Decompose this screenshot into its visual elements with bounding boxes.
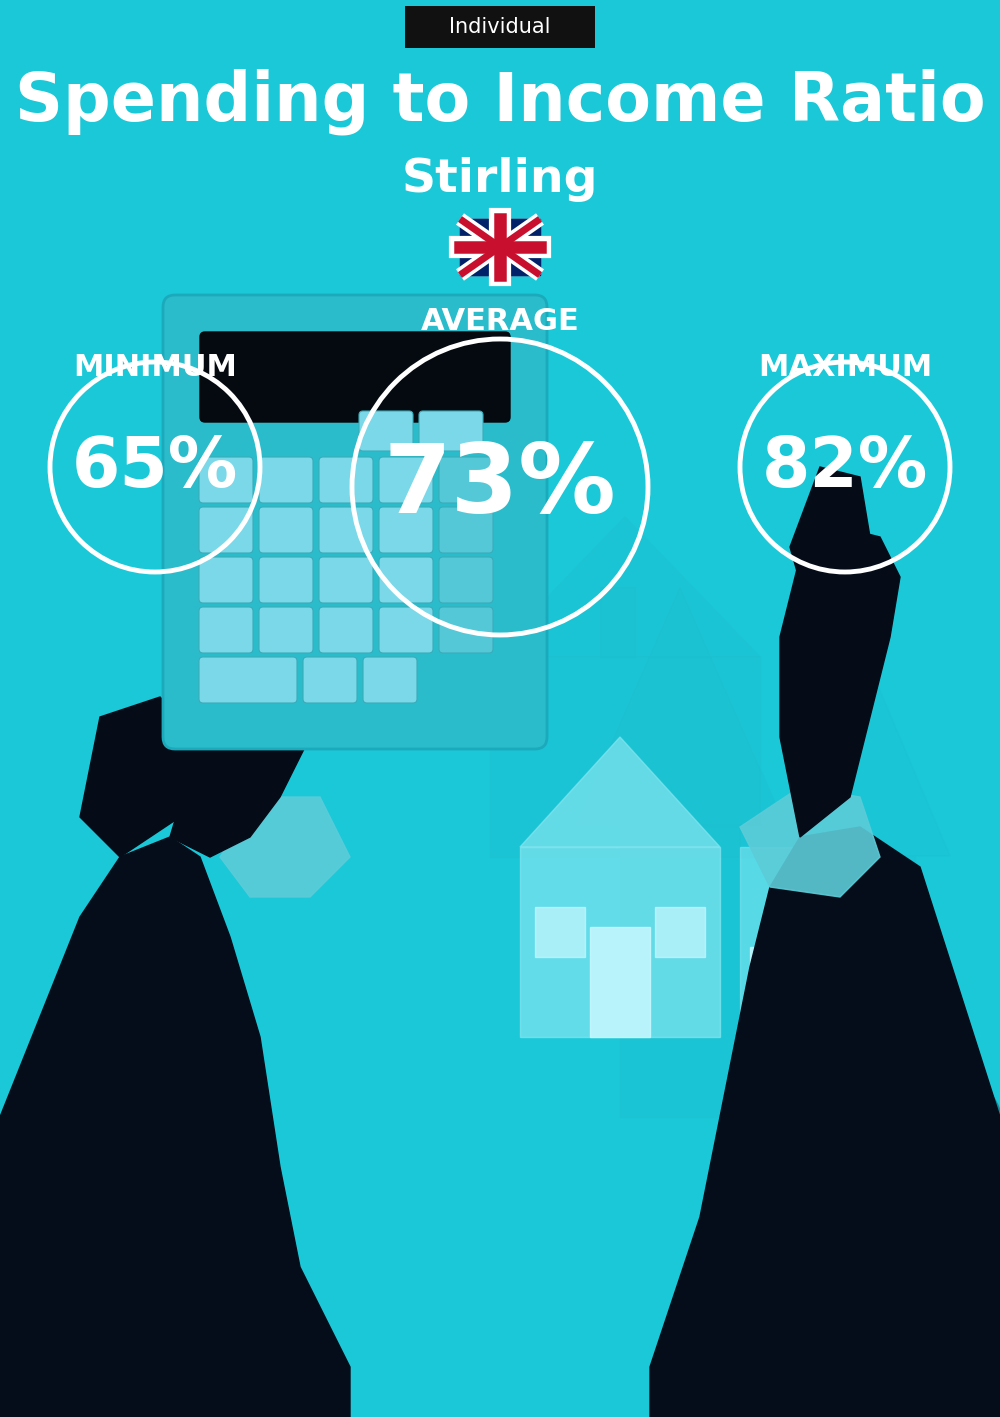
FancyBboxPatch shape bbox=[303, 657, 357, 703]
Text: Stirling: Stirling bbox=[402, 157, 598, 203]
Polygon shape bbox=[790, 667, 950, 856]
Text: $: $ bbox=[822, 1090, 848, 1124]
Text: 82%: 82% bbox=[762, 434, 928, 500]
Bar bbox=[795, 947, 830, 1037]
Text: 73%: 73% bbox=[384, 441, 616, 533]
FancyBboxPatch shape bbox=[199, 606, 253, 653]
Bar bbox=[655, 907, 705, 956]
FancyBboxPatch shape bbox=[379, 458, 433, 503]
FancyBboxPatch shape bbox=[379, 606, 433, 653]
FancyBboxPatch shape bbox=[319, 606, 373, 653]
Polygon shape bbox=[220, 796, 350, 897]
FancyBboxPatch shape bbox=[200, 332, 510, 422]
Polygon shape bbox=[575, 587, 785, 826]
Text: MAXIMUM: MAXIMUM bbox=[758, 353, 932, 381]
Polygon shape bbox=[790, 468, 870, 616]
FancyBboxPatch shape bbox=[379, 557, 433, 604]
Circle shape bbox=[855, 1061, 1000, 1212]
Bar bbox=[590, 927, 650, 1037]
Polygon shape bbox=[650, 828, 1000, 1417]
FancyBboxPatch shape bbox=[379, 507, 433, 553]
FancyBboxPatch shape bbox=[259, 458, 313, 503]
Bar bbox=[460, 220, 540, 275]
Bar bbox=[740, 847, 860, 1037]
Bar bbox=[776, 1041, 917, 1053]
Bar bbox=[460, 220, 540, 275]
Polygon shape bbox=[520, 737, 720, 847]
FancyBboxPatch shape bbox=[199, 458, 253, 503]
Bar bbox=[520, 847, 720, 1037]
Text: 65%: 65% bbox=[72, 434, 238, 500]
FancyBboxPatch shape bbox=[439, 507, 493, 553]
Bar bbox=[460, 220, 540, 275]
Bar bbox=[817, 1037, 853, 1057]
Bar bbox=[620, 826, 740, 1117]
FancyBboxPatch shape bbox=[439, 606, 493, 653]
Polygon shape bbox=[80, 697, 200, 857]
Bar bbox=[778, 1033, 916, 1044]
Polygon shape bbox=[0, 837, 350, 1417]
Bar bbox=[600, 587, 635, 657]
Bar bbox=[750, 947, 785, 1037]
FancyBboxPatch shape bbox=[199, 507, 253, 553]
Bar bbox=[535, 907, 585, 956]
FancyBboxPatch shape bbox=[419, 411, 483, 451]
Bar bbox=[772, 1057, 919, 1068]
FancyBboxPatch shape bbox=[163, 295, 547, 750]
Bar bbox=[490, 657, 760, 857]
FancyBboxPatch shape bbox=[363, 657, 417, 703]
FancyBboxPatch shape bbox=[439, 458, 493, 503]
FancyBboxPatch shape bbox=[199, 557, 253, 604]
Bar bbox=[774, 1049, 918, 1061]
FancyBboxPatch shape bbox=[319, 557, 373, 604]
FancyBboxPatch shape bbox=[319, 507, 373, 553]
Polygon shape bbox=[170, 537, 370, 857]
Polygon shape bbox=[490, 517, 760, 657]
FancyBboxPatch shape bbox=[405, 6, 595, 48]
FancyBboxPatch shape bbox=[319, 458, 373, 503]
FancyBboxPatch shape bbox=[199, 657, 297, 703]
Bar bbox=[825, 856, 915, 1087]
Bar bbox=[780, 1024, 915, 1037]
FancyBboxPatch shape bbox=[259, 606, 313, 653]
FancyBboxPatch shape bbox=[259, 557, 313, 604]
Text: $: $ bbox=[913, 1112, 947, 1161]
Circle shape bbox=[780, 1051, 890, 1162]
FancyBboxPatch shape bbox=[359, 411, 413, 451]
Polygon shape bbox=[740, 786, 880, 897]
Bar bbox=[770, 1066, 920, 1077]
FancyBboxPatch shape bbox=[439, 557, 493, 604]
Text: Spending to Income Ratio: Spending to Income Ratio bbox=[15, 69, 985, 135]
Text: MINIMUM: MINIMUM bbox=[73, 353, 237, 381]
Bar bbox=[908, 1041, 952, 1067]
Polygon shape bbox=[780, 527, 900, 837]
Text: AVERAGE: AVERAGE bbox=[421, 306, 579, 336]
Text: Individual: Individual bbox=[449, 17, 551, 37]
FancyBboxPatch shape bbox=[259, 507, 313, 553]
